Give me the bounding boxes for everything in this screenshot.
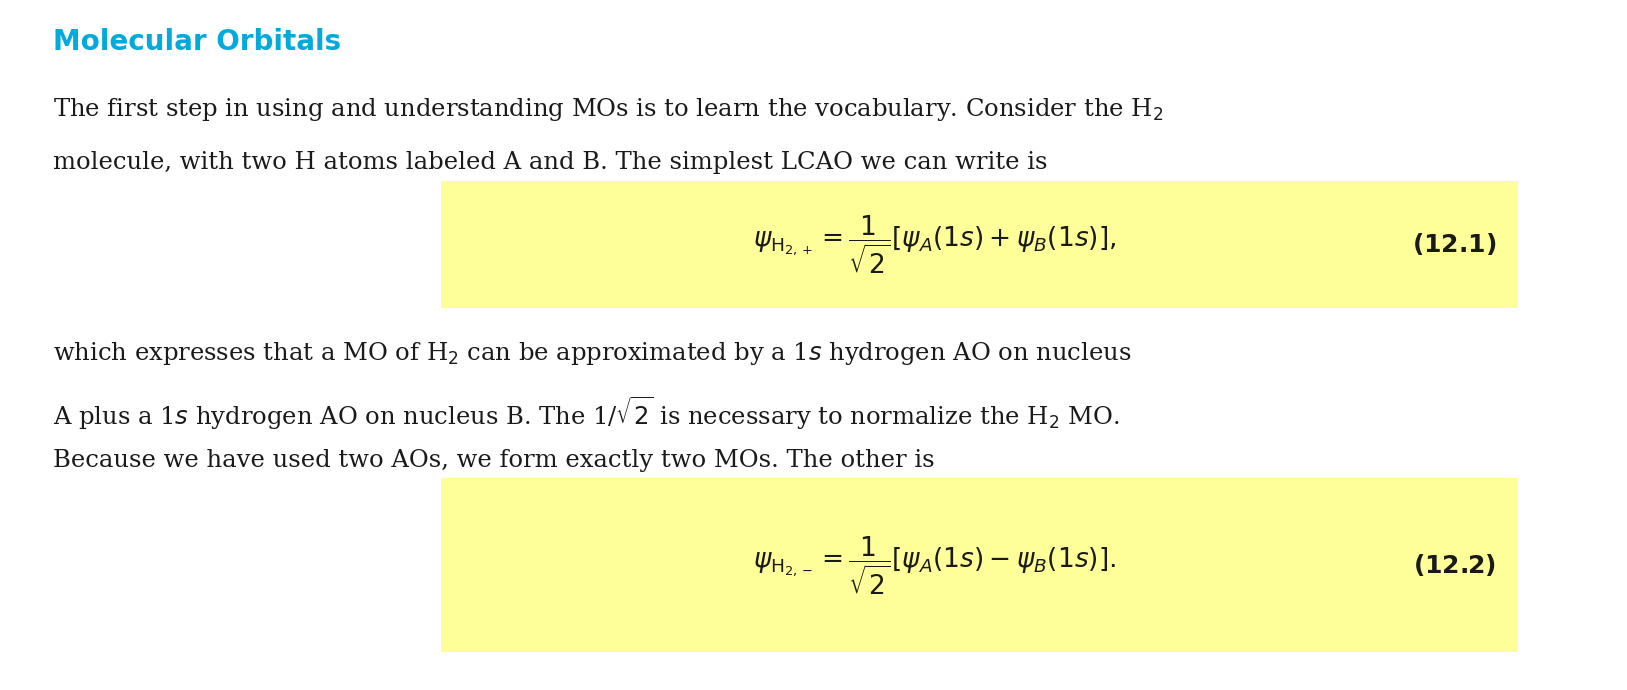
FancyBboxPatch shape — [441, 478, 1518, 652]
Text: Because we have used two AOs, we form exactly two MOs. The other is: Because we have used two AOs, we form ex… — [52, 448, 934, 471]
Text: $\psi_{\mathrm{H}_{2,-}} = \dfrac{1}{\sqrt{2}}[\psi_A(1s) - \psi_B(1s)].$: $\psi_{\mathrm{H}_{2,-}} = \dfrac{1}{\sq… — [753, 533, 1116, 597]
Text: A plus a 1$s$ hydrogen AO on nucleus B. The 1/$\sqrt{2}$ is necessary to normali: A plus a 1$s$ hydrogen AO on nucleus B. … — [52, 394, 1119, 431]
Text: The first step in using and understanding MOs is to learn the vocabulary. Consid: The first step in using and understandin… — [52, 96, 1163, 124]
Text: $\mathbf{(12.1)}$: $\mathbf{(12.1)}$ — [1412, 231, 1497, 257]
FancyBboxPatch shape — [441, 181, 1518, 308]
Text: which expresses that a MO of H$_2$ can be approximated by a 1$s$ hydrogen AO on : which expresses that a MO of H$_2$ can b… — [52, 339, 1131, 366]
Text: $\psi_{\mathrm{H}_{2,+}} = \dfrac{1}{\sqrt{2}}[\psi_A(1s) + \psi_B(1s)],$: $\psi_{\mathrm{H}_{2,+}} = \dfrac{1}{\sq… — [753, 213, 1116, 275]
Text: $\mathbf{(12.2)}$: $\mathbf{(12.2)}$ — [1414, 552, 1497, 578]
Text: Molecular Orbitals: Molecular Orbitals — [52, 28, 340, 56]
Text: molecule, with two H atoms labeled A and B. The simplest LCAO we can write is: molecule, with two H atoms labeled A and… — [52, 150, 1048, 174]
